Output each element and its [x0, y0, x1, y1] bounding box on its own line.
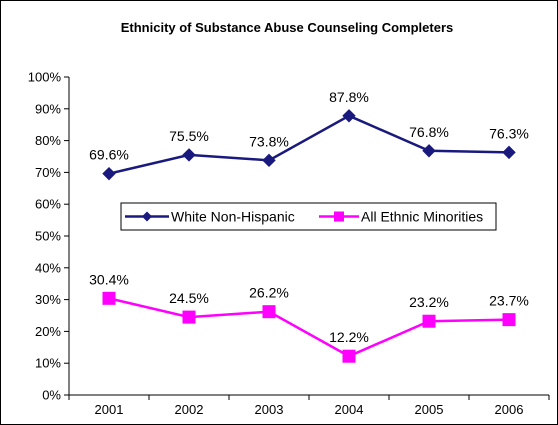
y-tick-label: 0%: [42, 388, 61, 403]
y-tick-label: 100%: [28, 70, 62, 85]
x-tick-label: 2004: [335, 402, 364, 417]
y-tick-label: 60%: [35, 197, 61, 212]
data-label: 75.5%: [169, 128, 209, 144]
x-tick-label: 2001: [95, 402, 124, 417]
x-tick-label: 2002: [175, 402, 204, 417]
data-label: 69.6%: [89, 147, 129, 163]
data-label: 76.8%: [409, 124, 449, 140]
data-point-square: [262, 305, 276, 319]
data-label: 30.4%: [89, 271, 129, 287]
legend-box: [120, 202, 497, 231]
data-point-square: [182, 310, 196, 324]
y-tick-label: 80%: [35, 133, 61, 148]
data-point-diamond: [422, 144, 436, 158]
data-point-square: [102, 291, 116, 305]
data-label: 76.3%: [489, 125, 529, 141]
data-label: 24.5%: [169, 290, 209, 306]
data-point-diamond: [502, 145, 516, 160]
data-label: 12.2%: [329, 329, 369, 345]
y-tick-label: 30%: [35, 292, 61, 307]
axes: [68, 77, 549, 396]
y-tick-label: 20%: [35, 324, 61, 339]
data-point-square: [422, 314, 436, 328]
legend-label: All Ethnic Minorities: [361, 209, 483, 225]
legend-label: White Non-Hispanic: [171, 209, 295, 225]
y-tick-label: 10%: [35, 356, 61, 371]
y-axis-ticks: 0% 10% 20% 30% 40% 50% 60% 70% 80% 90% 100%: [28, 70, 69, 403]
data-point-square: [342, 349, 356, 363]
x-tick-label: 2006: [495, 402, 524, 417]
y-tick-label: 50%: [35, 229, 61, 244]
series-line: [108, 114, 510, 175]
legend-marker-square: [334, 211, 344, 222]
data-label: 26.2%: [249, 285, 289, 301]
legend-item-white-non-hispanic: White Non-Hispanic: [125, 209, 295, 225]
data-point-diamond: [262, 153, 276, 168]
data-label: 23.7%: [489, 293, 529, 309]
y-tick-label: 90%: [35, 101, 61, 116]
data-point-diamond: [182, 148, 196, 162]
y-tick-label: 40%: [35, 260, 61, 275]
x-tick-label: 2005: [415, 402, 444, 417]
data-label: 87.8%: [329, 89, 369, 105]
legend-item-all-ethnic-minorities: All Ethnic Minorities: [319, 209, 483, 225]
data-point-diamond: [342, 109, 356, 123]
series-layer: [102, 109, 516, 363]
x-tick-label: 2003: [255, 402, 284, 417]
y-tick-label: 70%: [35, 165, 61, 180]
x-axis-ticks: 2001 2002 2003 2004 2005 2006: [68, 395, 550, 417]
series-all-ethnic-minorities: [102, 291, 516, 363]
series-white-non-hispanic: [102, 109, 516, 181]
series-line: [108, 297, 510, 358]
chart-title: Ethnicity of Substance Abuse Counseling …: [121, 20, 454, 35]
data-label: 23.2%: [409, 294, 449, 310]
legend: White Non-Hispanic All Ethnic Minorities: [120, 202, 497, 231]
data-point-diamond: [102, 166, 116, 181]
data-labels: 69.6% 75.5% 73.8% 87.8% 76.8% 76.3% 30.4% 24.5%…: [89, 89, 529, 345]
data-point-square: [502, 313, 516, 327]
data-label: 73.8%: [249, 133, 289, 149]
legend-marker-diamond: [142, 211, 152, 222]
